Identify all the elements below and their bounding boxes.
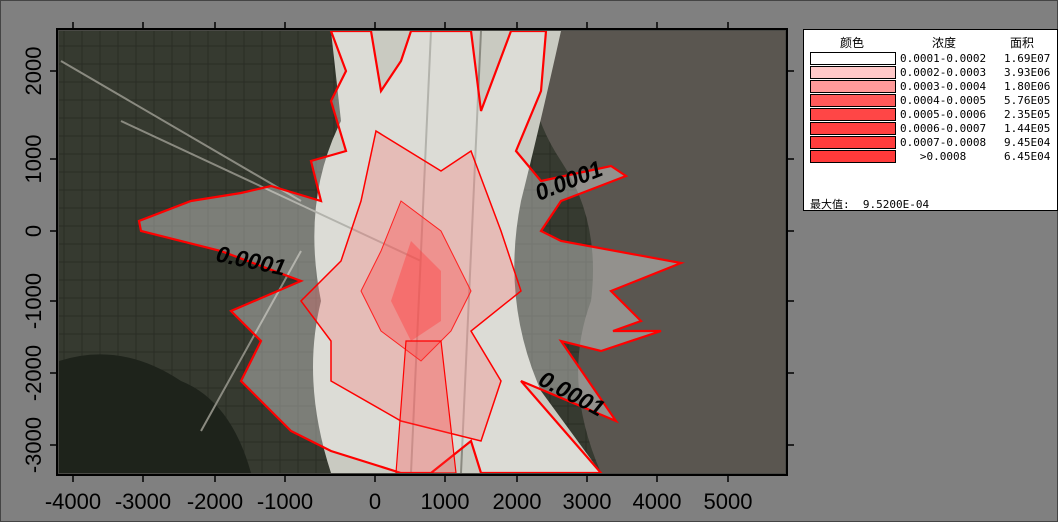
legend-range: 0.0007-0.0008	[900, 136, 987, 149]
sea-area	[529, 31, 785, 473]
y-tick-label: -3000	[21, 417, 46, 473]
x-tick-label: 1000	[421, 489, 470, 514]
legend-range: 0.0002-0.0003	[900, 66, 987, 79]
legend-header-area: 面积	[1010, 36, 1035, 50]
legend-row: 0.0002-0.0003 3.93E06	[810, 66, 1055, 79]
x-tick-label: -4000	[45, 489, 101, 514]
legend-area: 6.45E04	[1004, 150, 1051, 163]
legend: 颜色 浓度 面积 0.0001-0.0002 1.69E07 0.0002-0.00…	[803, 29, 1058, 211]
x-tick-label: -2000	[187, 489, 243, 514]
legend-swatch	[810, 108, 896, 121]
satellite-image	[59, 31, 785, 473]
legend-row: 0.0001-0.0002 1.69E07	[810, 52, 1055, 65]
contour-0.0002	[300, 129, 522, 442]
legend-swatch	[810, 80, 896, 93]
y-tick-label: -2000	[21, 345, 46, 401]
legend-range: 0.0004-0.0005	[900, 94, 987, 107]
axis-ticks: -4000 -3000 -2000 -1000 0 1000 2000 3000 4000 500…	[21, 22, 794, 514]
legend-swatch	[810, 66, 896, 79]
legend-header-color: 颜色	[840, 36, 865, 50]
legend-range: >0.0008	[900, 150, 967, 163]
legend-row: >0.0008 6.45E04	[810, 150, 1055, 163]
legend-area: 9.45E04	[1004, 136, 1051, 149]
legend-swatch	[810, 150, 896, 163]
legend-area: 1.44E05	[1004, 122, 1051, 135]
legend-swatch	[810, 94, 896, 107]
legend-swatch	[810, 122, 896, 135]
legend-range: 0.0003-0.0004	[900, 80, 987, 93]
max-label: 最大值:	[810, 198, 850, 211]
legend-max-value: 最大值: 9.5200E-04	[810, 196, 929, 212]
hills-area	[59, 354, 251, 473]
legend-row: 0.0006-0.0007 1.44E05	[810, 122, 1055, 135]
y-tick-label: 2000	[21, 47, 46, 96]
x-tick-label: -1000	[257, 489, 313, 514]
legend-area: 3.93E06	[1004, 66, 1051, 79]
legend-header-concentration: 浓度	[932, 36, 957, 50]
y-tick-label: 1000	[21, 135, 46, 184]
x-tick-label: 4000	[633, 489, 682, 514]
legend-row: 0.0003-0.0004 1.80E06	[810, 80, 1055, 93]
x-tick-label: -3000	[115, 489, 171, 514]
y-tick-label: 0	[21, 225, 46, 237]
legend-range: 0.0006-0.0007	[900, 122, 987, 135]
contour-core	[391, 241, 441, 341]
legend-range: 0.0005-0.0006	[900, 108, 987, 121]
contour-0.0003	[360, 200, 472, 362]
legend-swatch	[810, 52, 896, 65]
legend-row: 0.0005-0.0006 2.35E05	[810, 108, 1055, 121]
legend-area: 1.80E06	[1004, 80, 1051, 93]
x-tick-label: 3000	[563, 489, 612, 514]
x-tick-label: 0	[369, 489, 381, 514]
legend-row: 0.0007-0.0008 9.45E04	[810, 136, 1055, 149]
legend-area: 5.76E05	[1004, 94, 1051, 107]
legend-area: 2.35E05	[1004, 108, 1051, 121]
plume-tail	[395, 340, 457, 473]
max-value: 9.5200E-04	[862, 198, 930, 211]
legend-range: 0.0001-0.0002	[900, 52, 987, 65]
legend-swatch	[810, 136, 896, 149]
contour-0.0001	[137, 31, 685, 473]
y-tick-label: -1000	[21, 273, 46, 329]
reclaimed-land	[313, 31, 601, 473]
legend-row: 0.0004-0.0005 5.76E05	[810, 94, 1055, 107]
x-tick-label: 2000	[493, 489, 542, 514]
legend-area: 1.69E07	[1004, 52, 1051, 65]
x-tick-label: 5000	[704, 489, 753, 514]
